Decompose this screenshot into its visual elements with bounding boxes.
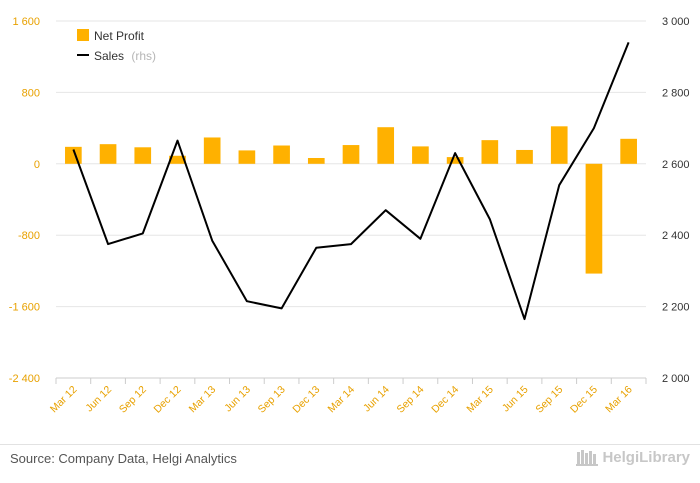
x-tick-label: Jun 15 — [500, 384, 531, 415]
y-right-tick-label: 2 600 — [662, 159, 690, 171]
bookshelf-icon — [576, 450, 599, 466]
legend-sales-name: Sales — [94, 49, 124, 63]
net-profit-bar — [99, 144, 117, 164]
y-right-tick-label: 2 000 — [662, 373, 690, 385]
y-left-tick-label: -1 600 — [9, 302, 40, 314]
x-tick-label: Jun 14 — [361, 384, 392, 415]
footer-divider — [0, 444, 700, 445]
x-tick-label: Jun 13 — [222, 384, 253, 415]
y-left-tick-label: 800 — [22, 87, 40, 99]
brand-logo: HelgiLibrary — [576, 448, 690, 466]
x-tick-label: Mar 16 — [603, 384, 635, 416]
y-right-tick-label: 2 200 — [662, 302, 690, 314]
net-profit-bar — [481, 140, 499, 164]
net-profit-bar — [620, 138, 637, 164]
x-tick-label: Mar 14 — [326, 384, 358, 416]
x-tick-label: Mar 15 — [464, 384, 496, 416]
x-tick-label: Jun 12 — [83, 384, 114, 415]
net-profit-bar — [412, 146, 429, 164]
x-tick-label: Mar 12 — [48, 384, 80, 416]
y-left-tick-label: 1 600 — [12, 16, 40, 28]
net-profit-bar — [550, 126, 568, 164]
combo-chart: -2 400 -1 600 -800 0 800 1 600 2 000 2 200 2 40… — [9, 16, 690, 416]
x-axis-ticks: Mar 12 Jun 12 Sep 12 Dec 12 Mar 13 Jun 13 Sep … — [48, 377, 647, 416]
net-profit-bar — [342, 145, 360, 164]
legend-sales-suffix: (rhs) — [131, 49, 156, 63]
y-left-tick-label: -800 — [18, 230, 40, 242]
net-profit-bar — [238, 150, 256, 164]
y-right-tick-label: 2 400 — [662, 230, 690, 242]
x-tick-label: Dec 13 — [290, 384, 322, 416]
x-tick-label: Dec 14 — [429, 384, 461, 416]
legend-swatch-net-profit — [77, 29, 89, 41]
y-left-tick-label: 0 — [34, 159, 40, 171]
x-tick-label: Sep 12 — [117, 384, 149, 416]
net-profit-bar — [307, 157, 325, 164]
x-tick-label: Mar 13 — [187, 384, 219, 416]
legend-label-net-profit: Net Profit — [94, 29, 145, 43]
net-profit-bar — [446, 157, 464, 164]
x-tick-label: Dec 12 — [152, 384, 184, 416]
x-tick-label: Dec 15 — [568, 384, 600, 416]
sales-line-group — [72, 42, 630, 321]
net-profit-bar — [203, 137, 221, 164]
net-profit-bar — [516, 149, 533, 164]
net-profit-bar — [273, 145, 290, 164]
sales-line — [72, 42, 630, 321]
brand-name: HelgiLibrary — [602, 448, 690, 466]
net-profit-bars — [65, 126, 637, 274]
left-axis-ticks: -2 400 -1 600 -800 0 800 1 600 — [9, 16, 40, 385]
gridlines — [56, 20, 646, 379]
y-right-tick-label: 3 000 — [662, 16, 690, 28]
legend-label-sales: Sales (rhs) — [94, 49, 156, 63]
net-profit-bar — [134, 147, 152, 164]
net-profit-bar — [169, 155, 186, 164]
net-profit-bar — [377, 127, 395, 164]
net-profit-bar — [65, 146, 82, 164]
x-tick-label: Sep 14 — [395, 384, 427, 416]
x-tick-label: Sep 13 — [256, 384, 288, 416]
y-right-tick-label: 2 800 — [662, 87, 690, 99]
legend: Net Profit Sales (rhs) — [77, 29, 156, 63]
x-tick-label: Sep 15 — [533, 384, 565, 416]
y-left-tick-label: -2 400 — [9, 373, 40, 385]
source-note: Source: Company Data, Helgi Analytics — [10, 451, 237, 466]
net-profit-bar — [585, 163, 603, 274]
right-axis-ticks: 2 000 2 200 2 400 2 600 2 800 3 000 — [662, 16, 690, 385]
